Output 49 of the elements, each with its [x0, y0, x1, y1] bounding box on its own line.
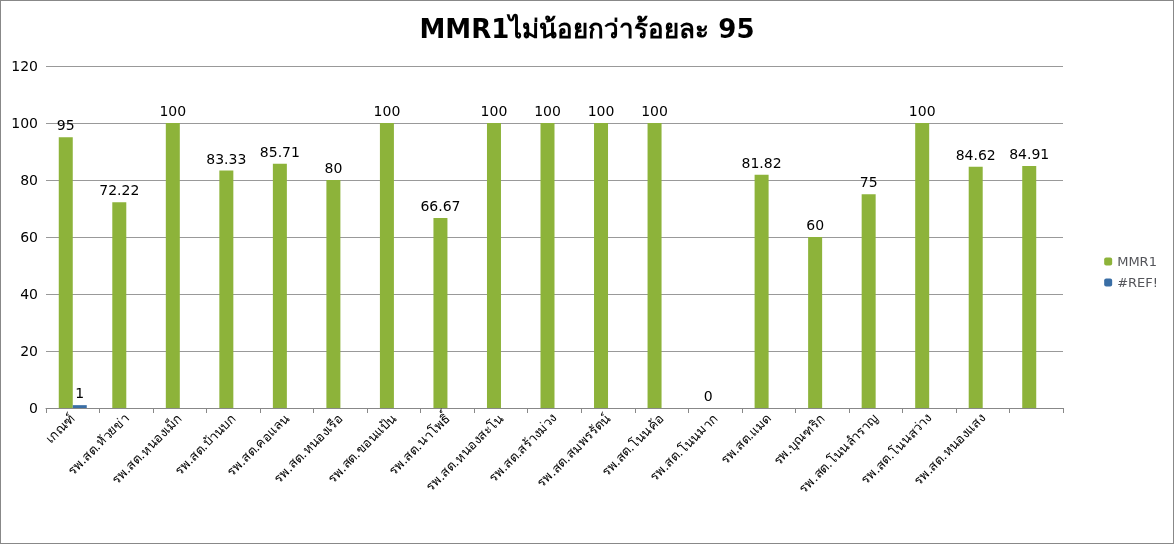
bar: [1022, 166, 1037, 408]
data-label: 100: [587, 103, 615, 119]
bar: [433, 217, 448, 408]
data-label: 0: [703, 388, 713, 404]
data-label: 75: [859, 174, 878, 191]
bar: [968, 166, 983, 408]
data-label: 80: [324, 160, 343, 176]
data-label: 72.22: [99, 182, 140, 199]
bar: [272, 163, 287, 408]
data-label: 100: [641, 103, 668, 119]
bar: [165, 123, 180, 408]
data-label: 100: [373, 103, 401, 119]
data-label: 83.33: [206, 150, 247, 167]
bar: [647, 123, 662, 408]
data-label: 100: [534, 103, 561, 119]
bar: [915, 123, 930, 408]
data-label: 84.62: [955, 146, 996, 163]
bar: [219, 170, 234, 408]
y-tick-label: 20: [20, 343, 38, 359]
bar: [808, 237, 823, 408]
bar: [379, 123, 394, 408]
y-tick-label: 0: [29, 400, 38, 416]
bar: [326, 180, 341, 408]
bar: [58, 137, 73, 408]
data-label: 81.82: [741, 154, 782, 171]
bar: [540, 123, 555, 408]
data-label: 100: [159, 103, 187, 119]
bar: [112, 202, 127, 408]
y-tick-label: 120: [11, 58, 38, 74]
bar: [72, 405, 87, 408]
y-tick-label: 60: [20, 229, 38, 245]
y-tick-label: 100: [11, 115, 38, 131]
data-label: 1: [75, 385, 85, 402]
data-label: 100: [480, 103, 508, 119]
bar: [486, 123, 501, 408]
data-label: 84.91: [1009, 146, 1050, 163]
legend-label: #REF!: [1117, 275, 1158, 290]
data-label: 60: [806, 217, 825, 233]
data-label: 95: [56, 117, 75, 134]
data-label: 66.67: [420, 197, 461, 214]
bar: [861, 194, 876, 408]
bar: [594, 123, 609, 408]
bar: [754, 174, 769, 408]
data-label: 85.71: [259, 143, 300, 160]
y-tick-label: 40: [20, 286, 38, 302]
legend-label: MMR1: [1117, 254, 1157, 269]
data-label: 100: [908, 103, 936, 119]
y-tick-label: 80: [20, 172, 38, 188]
chart-title: MMR1ไม่น้อยกว่าร้อยละ 95: [419, 13, 755, 44]
